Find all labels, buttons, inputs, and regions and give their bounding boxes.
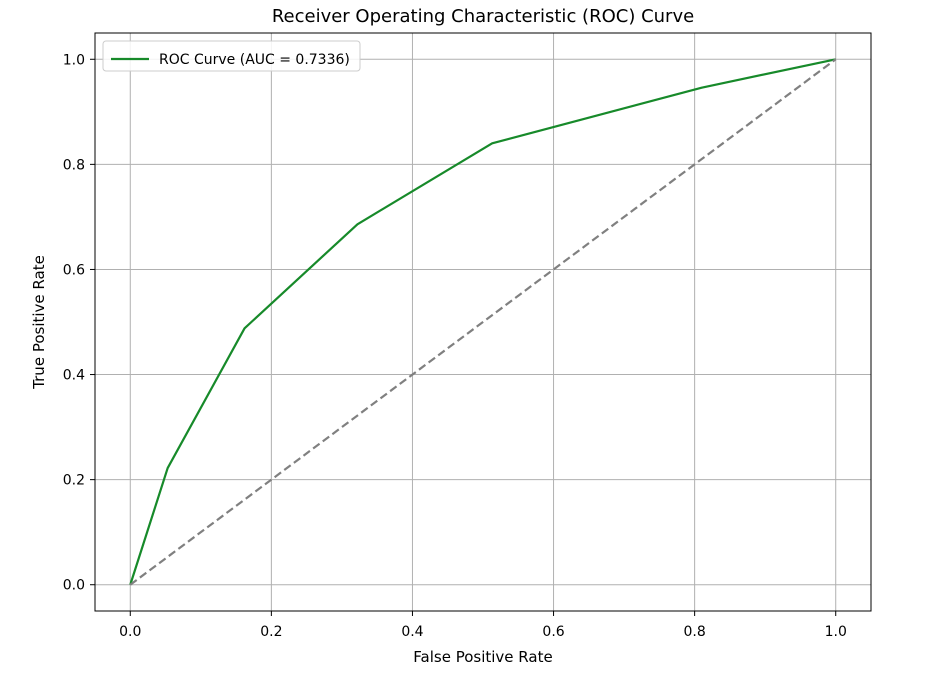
y-tick-label: 0.2 xyxy=(63,473,85,489)
series-layer xyxy=(129,58,837,586)
chart-title: Receiver Operating Characteristic (ROC) … xyxy=(272,6,694,27)
x-tick-label: 0.0 xyxy=(119,624,141,640)
x-tick-label: 0.4 xyxy=(401,624,423,640)
x-tick-label: 0.8 xyxy=(684,624,706,640)
y-tick-label: 0.4 xyxy=(63,368,85,384)
legend: ROC Curve (AUC = 0.7336) xyxy=(102,40,361,72)
x-tick-label: 0.2 xyxy=(260,624,282,640)
x-axis-label: False Positive Rate xyxy=(413,648,552,666)
legend-label: ROC Curve (AUC = 0.7336) xyxy=(159,52,350,68)
x-tick-label: 0.6 xyxy=(542,624,564,640)
y-tick-label: 0.8 xyxy=(63,157,85,173)
y-tick-label: 0.6 xyxy=(63,262,85,278)
diagonal-reference-line xyxy=(129,58,837,586)
x-axis-ticks: 0.0 0.2 0.4 0.6 0.8 1.0 xyxy=(119,611,847,640)
y-axis-label: True Positive Rate xyxy=(30,255,48,390)
y-tick-label: 1.0 xyxy=(63,52,85,68)
legend-box xyxy=(102,40,361,72)
plot-frame xyxy=(94,32,872,612)
y-axis-ticks: 0.0 0.2 0.4 0.6 0.8 1.0 xyxy=(63,52,95,594)
x-tick-label: 1.0 xyxy=(825,624,847,640)
roc-curve-line xyxy=(129,58,836,586)
y-tick-label: 0.0 xyxy=(63,578,85,594)
